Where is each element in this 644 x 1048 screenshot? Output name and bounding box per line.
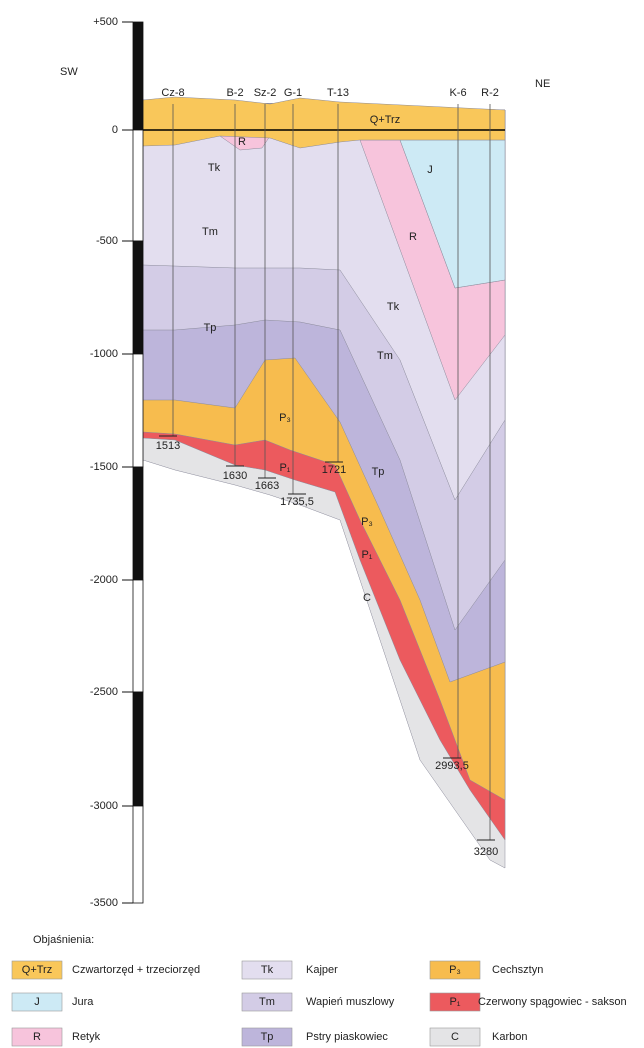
well-depth: 1630 bbox=[223, 470, 247, 482]
legend-symbol: R bbox=[33, 1031, 41, 1043]
legend-symbol: C bbox=[451, 1031, 459, 1043]
scale-label: -1000 bbox=[90, 348, 118, 360]
well-name: K-6 bbox=[449, 87, 466, 99]
layer-label: Q+Trz bbox=[370, 114, 400, 126]
well-name: Sz-2 bbox=[254, 87, 277, 99]
legend-label: Jura bbox=[72, 996, 94, 1008]
layer-label: J bbox=[427, 164, 433, 176]
scale-segment bbox=[133, 22, 143, 130]
scale-segment bbox=[133, 241, 143, 354]
legend-label: Pstry piaskowiec bbox=[306, 1031, 388, 1043]
well-name: G-1 bbox=[284, 87, 302, 99]
legend-label: Karbon bbox=[492, 1031, 527, 1043]
well-name: R-2 bbox=[481, 87, 499, 99]
well-depth: 1663 bbox=[255, 480, 279, 492]
scale-label: -3500 bbox=[90, 897, 118, 909]
scale-label: -3000 bbox=[90, 800, 118, 812]
scale-segment bbox=[133, 130, 143, 241]
page: {"scale": {"labels": ["+500", "0", "-500… bbox=[0, 0, 644, 1048]
legend-label: Czerwony spągowiec - sakson bbox=[478, 996, 627, 1008]
section bbox=[143, 97, 505, 868]
layer-label: P₃ bbox=[361, 516, 373, 528]
layer-label: Tp bbox=[204, 322, 217, 334]
well-depth: 1735,5 bbox=[280, 496, 314, 508]
legend-symbol: J bbox=[34, 996, 40, 1008]
scale-segment bbox=[133, 692, 143, 806]
well-depth: 1721 bbox=[322, 464, 346, 476]
legend-symbol: P₁ bbox=[449, 996, 460, 1008]
well-depth: 1513 bbox=[156, 440, 180, 452]
legend-label: Cechsztyn bbox=[492, 964, 543, 976]
legend-label: Czwartorzęd + trzeciorzęd bbox=[72, 964, 200, 976]
well-depth: 2993,5 bbox=[435, 760, 469, 772]
layer-label: Tk bbox=[387, 301, 400, 313]
scale-label: 0 bbox=[112, 124, 118, 136]
scale-label: -2000 bbox=[90, 574, 118, 586]
scale-segment bbox=[133, 806, 143, 903]
legend-symbol: Tm bbox=[259, 996, 275, 1008]
scale-label: -500 bbox=[96, 235, 118, 247]
well-name: B-2 bbox=[226, 87, 243, 99]
legend-symbol: Q+Trz bbox=[22, 964, 52, 976]
legend-label: Kajper bbox=[306, 964, 338, 976]
scale-label: -1500 bbox=[90, 461, 118, 473]
scale-segment bbox=[133, 580, 143, 692]
direction: SW bbox=[60, 66, 78, 78]
well-name: Cz-8 bbox=[161, 87, 184, 99]
scale-segment bbox=[133, 354, 143, 467]
layer-label: P₁ bbox=[361, 549, 372, 561]
layer-label: Tm bbox=[202, 226, 218, 238]
layer-label: P₃ bbox=[279, 412, 291, 424]
well-depth: 3280 bbox=[474, 846, 498, 858]
well-name: T-13 bbox=[327, 87, 349, 99]
layer-label: R bbox=[238, 136, 246, 148]
layer-label: R bbox=[409, 231, 417, 243]
scale-label: -2500 bbox=[90, 686, 118, 698]
legend-symbol: Tp bbox=[261, 1031, 274, 1043]
scale-segment bbox=[133, 467, 143, 580]
legend-title: Objaśnienia: bbox=[33, 934, 94, 946]
legend-symbol: P₃ bbox=[449, 964, 461, 976]
legend-label: Wapień muszlowy bbox=[306, 996, 395, 1008]
legend-label: Retyk bbox=[72, 1031, 101, 1043]
layer-label: C bbox=[363, 592, 371, 604]
direction: NE bbox=[535, 78, 550, 90]
layer-label: Tp bbox=[372, 466, 385, 478]
layer-label: P₁ bbox=[279, 462, 290, 474]
layer-label: Tm bbox=[377, 350, 393, 362]
layer-label: Tk bbox=[208, 162, 221, 174]
diagram: +500 0 -500 -1000 -1500 -2000 -2500 -3000 -3500 S… bbox=[0, 0, 644, 1048]
legend-symbol: Tk bbox=[261, 964, 274, 976]
scale-label: +500 bbox=[93, 16, 118, 28]
